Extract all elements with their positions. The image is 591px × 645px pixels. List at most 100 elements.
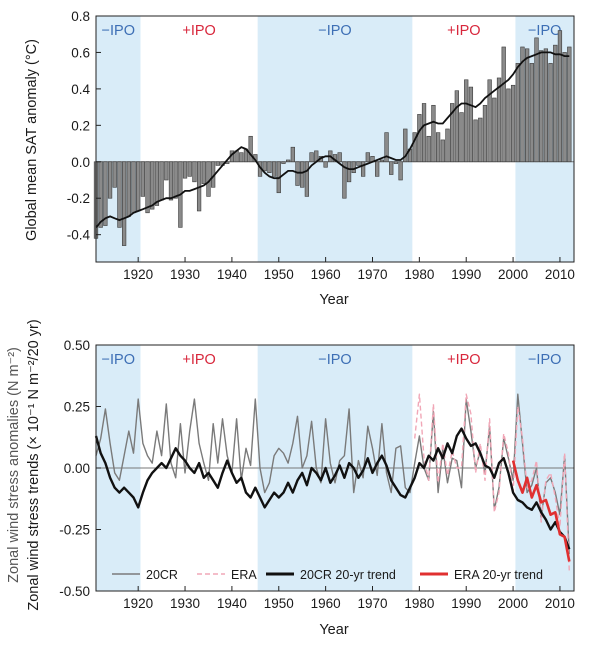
top-y-tick-label-5: 0.6 xyxy=(71,45,90,60)
top-bar-2009 xyxy=(553,44,558,163)
legend-label-20cr-trend: 20CR 20-yr trend xyxy=(300,568,396,582)
top-bar-1912 xyxy=(98,161,103,228)
top-bar-1916 xyxy=(117,161,122,228)
top-y-axis-label: Global mean SAT anomaly (°C) xyxy=(24,39,40,241)
top-x-tick-label-1930: 1930 xyxy=(170,267,200,282)
top-bar-2005 xyxy=(534,37,539,163)
top-bar-1997 xyxy=(496,77,502,163)
top-bar-1999 xyxy=(506,88,511,163)
top-x-tick-label-1940: 1940 xyxy=(217,267,247,282)
bottom-x-tick-label-2010: 2010 xyxy=(545,596,575,611)
top-bar-1960 xyxy=(323,161,328,168)
bottom-x-axis-label: Year xyxy=(319,622,348,638)
top-x-tick-label-1980: 1980 xyxy=(404,267,434,282)
top-running-mean-line xyxy=(95,51,570,228)
top-bar-1992 xyxy=(473,119,478,163)
top-bar-1913 xyxy=(103,161,108,226)
top-y-tick-label-4: 0.4 xyxy=(71,82,90,97)
top-bar-2001 xyxy=(515,63,520,163)
top-bar-2011 xyxy=(562,52,567,163)
top-x-tick-label-1950: 1950 xyxy=(264,267,294,282)
top-bar-1965 xyxy=(346,161,352,183)
top-bar-1932 xyxy=(192,161,197,183)
top-x-tick-label-2000: 2000 xyxy=(498,267,528,282)
top-bar-1982 xyxy=(426,135,431,163)
top-bar-1931 xyxy=(187,161,192,177)
top-bar-1968 xyxy=(360,161,366,177)
top-bar-1966 xyxy=(351,161,356,174)
top-bar-1925 xyxy=(159,161,164,201)
top-bar-1951 xyxy=(281,161,286,164)
top-bar-1924 xyxy=(154,161,160,206)
top-bar-1991 xyxy=(468,86,474,163)
bottom-y-axis-label: Zonal wind stress anomalies (N m⁻²) xyxy=(6,347,22,583)
top-bar-1919 xyxy=(131,161,136,214)
bottom-y-tick-label-0: -0.50 xyxy=(59,584,90,599)
top-bar-1964 xyxy=(342,161,347,199)
top-bar-1926 xyxy=(164,161,169,181)
top-bar-1983 xyxy=(431,104,436,163)
top-bar-1989 xyxy=(459,112,464,163)
top-bar-2000 xyxy=(510,84,516,163)
top-bar-1984 xyxy=(435,132,441,163)
top-bar-2006 xyxy=(539,50,544,163)
top-bar-1922 xyxy=(145,161,150,214)
top-x-tick-label-2010: 2010 xyxy=(545,267,575,282)
top-bar-1915 xyxy=(112,161,117,188)
top-bar-1969 xyxy=(365,152,370,163)
top-bar-1987 xyxy=(450,103,455,163)
top-bar-1985 xyxy=(440,139,445,163)
bottom-x-tick-label-1920: 1920 xyxy=(123,596,153,611)
top-bar-2003 xyxy=(525,48,530,163)
top-bar-1949 xyxy=(271,161,277,177)
top-bar-1927 xyxy=(168,161,174,201)
top-bar-1980 xyxy=(417,114,422,163)
bottom-series-grey xyxy=(95,393,570,555)
bottom-x-tick-label-1960: 1960 xyxy=(311,596,341,611)
top-bar-1981 xyxy=(421,103,427,163)
top-y-tick-label-6: 0.8 xyxy=(71,9,90,24)
top-bar-1971 xyxy=(375,161,380,177)
top-phase-label-1: +IPO xyxy=(182,23,215,39)
bottom-y-tick-label-4: 0.50 xyxy=(64,338,90,353)
top-bar-1975 xyxy=(393,161,399,164)
top-bar-1921 xyxy=(140,161,145,197)
top-bar-1956 xyxy=(304,161,310,197)
top-phase-band-2 xyxy=(257,16,413,262)
top-y-tick-label-3: 0.2 xyxy=(71,118,90,133)
top-bar-1967 xyxy=(356,161,361,166)
top-bar-1914 xyxy=(107,161,113,199)
top-bar-1948 xyxy=(267,161,272,174)
top-bar-1937 xyxy=(215,161,220,166)
top-bar-1994 xyxy=(482,104,488,163)
top-bar-2007 xyxy=(543,48,549,163)
legend-label-20cr: 20CR xyxy=(146,568,178,582)
top-bar-1972 xyxy=(379,159,384,163)
bottom-phase-label-1: +IPO xyxy=(182,352,215,368)
legend-label-era-trend: ERA 20-yr trend xyxy=(454,568,543,582)
top-phase-label-4: −IPO xyxy=(528,23,561,39)
top-bar-1923 xyxy=(150,161,155,210)
top-plot-frame xyxy=(95,15,575,263)
top-bar-1954 xyxy=(295,161,300,186)
top-phase-label-3: +IPO xyxy=(447,23,480,39)
bottom-x-tick-label-1990: 1990 xyxy=(451,596,481,611)
top-bar-1920 xyxy=(136,161,141,212)
legend: 20CR ERA 20CR 20-yr trend ERA 20-yr tren… xyxy=(112,568,543,582)
top-bar-2012 xyxy=(567,46,572,163)
top-bar-1979 xyxy=(412,132,417,163)
top-y-tick-label-1: -0.2 xyxy=(67,191,90,206)
top-x-tick-label-1960: 1960 xyxy=(311,267,341,282)
bottom-x-tick-label-1980: 1980 xyxy=(404,596,434,611)
top-x-tick-label-1970: 1970 xyxy=(357,267,387,282)
top-phase-label-2: −IPO xyxy=(318,23,351,39)
top-bar-1986 xyxy=(445,128,450,163)
top-bar-2002 xyxy=(520,46,525,163)
top-bar-1944 xyxy=(248,135,253,163)
top-bar-1993 xyxy=(478,117,483,163)
bottom-phase-label-2: −IPO xyxy=(318,352,351,368)
top-bar-2010 xyxy=(557,30,563,163)
bottom-phase-label-0: −IPO xyxy=(102,352,135,368)
bottom-series-red-thick xyxy=(511,460,571,562)
top-bar-1957 xyxy=(309,152,314,163)
